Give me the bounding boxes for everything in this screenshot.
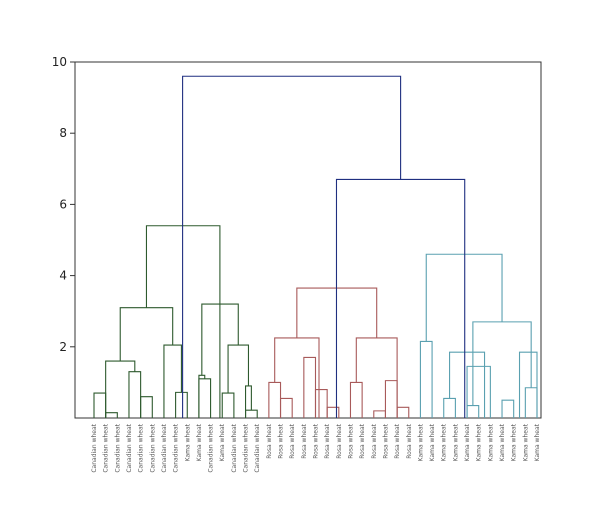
leaf-label: Kama wheat: [429, 423, 436, 461]
y-tick-label: 8: [59, 126, 67, 140]
dendrogram-link: [314, 388, 328, 418]
leaf-label: Kama wheat: [534, 423, 541, 461]
leaf-label: Canadian wheat: [138, 423, 145, 472]
dendrogram-link: [373, 410, 386, 418]
leaf-label: Rosa wheat: [324, 423, 331, 458]
leaf-label: Rosa wheat: [313, 423, 320, 458]
leaf-label: Rosa wheat: [289, 423, 296, 458]
dendrogram-link: [119, 307, 174, 362]
leaf-label: Rosa wheat: [347, 423, 354, 458]
dendrogram-link: [245, 409, 258, 418]
leaf-label: Kama wheat: [219, 423, 226, 461]
y-tick-label: 6: [59, 197, 67, 211]
dendrogram-link: [140, 396, 153, 418]
y-tick-label: 4: [59, 269, 67, 283]
dendrogram-link: [128, 371, 142, 418]
dendrogram-link: [245, 385, 252, 418]
leaf-label: Canadian wheat: [231, 423, 238, 472]
leaf-label: Rosa wheat: [301, 423, 308, 458]
dendrogram-links: [93, 75, 538, 418]
leaf-label: Canadian wheat: [254, 423, 261, 472]
leaf-label: Canadian wheat: [149, 423, 156, 472]
leaf-label: Kama wheat: [452, 423, 459, 461]
plot-frame: [74, 61, 542, 419]
dendrogram-link: [449, 351, 486, 418]
dendrogram-link: [303, 356, 317, 418]
leaf-label: Kama wheat: [511, 423, 518, 461]
dendrogram-link: [221, 392, 235, 418]
leaf-label: Rosa wheat: [278, 423, 285, 458]
dendrogram-link: [163, 344, 182, 418]
dendrogram-link: [501, 399, 515, 418]
y-axis: 2 4 6 8 10: [52, 55, 75, 354]
leaf-label: Kama wheat: [522, 423, 529, 461]
dendrogram-link: [93, 392, 107, 418]
leaf-label: Canadian wheat: [243, 423, 250, 472]
dendrogram-link: [175, 391, 188, 418]
leaf-label: Canadian wheat: [126, 423, 133, 472]
leaf-label: Canadian wheat: [208, 423, 215, 472]
leaf-label: Rosa wheat: [359, 423, 366, 458]
dendrogram-link: [396, 406, 410, 418]
leaf-label: Rosa wheat: [382, 423, 389, 458]
leaf-label: Canadian wheat: [173, 423, 180, 472]
dendrogram-link: [425, 253, 503, 342]
dendrogram-link: [472, 321, 532, 406]
leaf-label: Kama wheat: [487, 423, 494, 461]
leaf-label: Canadian wheat: [161, 423, 168, 472]
y-tick-label: 2: [59, 340, 67, 354]
leaf-label: Kama wheat: [464, 423, 471, 461]
dendrogram-link: [145, 225, 221, 418]
leaf-label: Rosa wheat: [406, 423, 413, 458]
leaf-label: Kama wheat: [184, 423, 191, 461]
leaf-label: Canadian wheat: [103, 423, 110, 472]
dendrogram-link: [466, 404, 480, 418]
y-tick-label: 10: [52, 55, 67, 69]
leaf-label: Rosa wheat: [371, 423, 378, 458]
leaf-label: Canadian wheat: [114, 423, 121, 472]
dendrogram-link: [466, 365, 491, 418]
dendrogram-link: [268, 381, 282, 418]
dendrogram-link: [419, 340, 433, 418]
dendrogram-link: [443, 397, 456, 418]
dendrogram-link: [279, 397, 293, 418]
leaf-label: Canadian wheat: [91, 423, 98, 472]
leaf-label: Rosa wheat: [336, 423, 343, 458]
leaf-label: Rosa wheat: [394, 423, 401, 458]
dendrogram-link: [198, 378, 212, 418]
dendrogram-link: [105, 360, 136, 418]
leaf-label: Kama wheat: [441, 423, 448, 461]
dendrogram-link: [349, 381, 363, 418]
dendrogram-link: [198, 374, 206, 418]
dendrogram-link: [326, 406, 340, 418]
dendrogram-link: [274, 337, 320, 418]
leaf-label: Rosa wheat: [266, 423, 273, 458]
leaf-label: Kama wheat: [417, 423, 424, 461]
leaf-labels: Canadian wheat Canadian wheat Canadian whe…: [91, 423, 541, 472]
leaf-label: Kama wheat: [499, 423, 506, 461]
dendrogram-link: [384, 380, 398, 418]
leaf-label: Kama wheat: [476, 423, 483, 461]
leaf-label: Kama wheat: [196, 423, 203, 461]
dendrogram-link: [105, 412, 118, 418]
dendrogram-link: [182, 75, 402, 418]
dendrogram-link: [518, 351, 538, 418]
dendrogram-link: [524, 387, 538, 418]
